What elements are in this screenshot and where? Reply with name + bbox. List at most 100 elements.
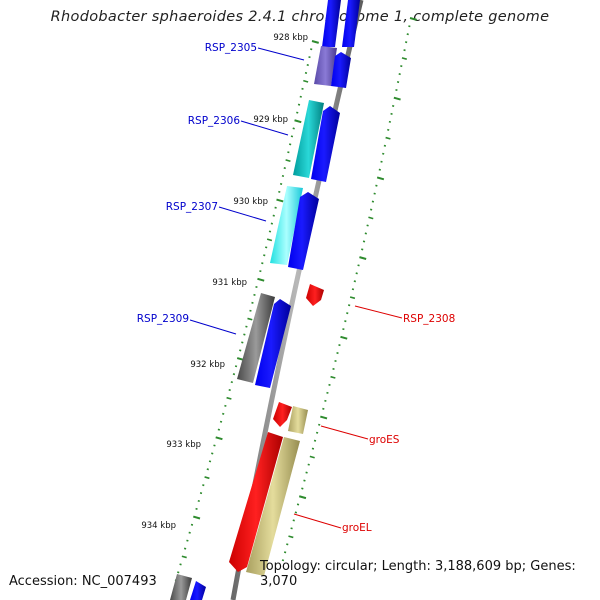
connector-rsp2306	[240, 120, 289, 136]
cds-arrow-groes[interactable]	[273, 402, 292, 427]
position-tick-left	[193, 515, 201, 520]
gene-labels: RSP_2305 RSP_2306 RSP_2307 RSP_2309 RSP_…	[137, 42, 456, 534]
cds-block-bottom-blue[interactable]	[190, 581, 206, 600]
position-tick-left	[303, 79, 309, 83]
position-tick-right	[371, 200, 375, 203]
position-tick-left	[186, 539, 189, 542]
position-tick-right	[342, 328, 345, 331]
position-tick-right	[296, 503, 300, 506]
position-tick-right	[283, 551, 287, 554]
position-tick-right	[382, 152, 385, 155]
position-tick-left	[278, 190, 281, 193]
position-tick-right	[298, 495, 307, 500]
position-tick-right	[330, 375, 336, 379]
position-tick-left	[247, 317, 253, 321]
gene-block-rsp2305[interactable]	[314, 46, 337, 86]
position-tick-left	[234, 365, 238, 368]
position-tick-left	[183, 547, 187, 550]
position-tick-right	[368, 216, 374, 220]
position-tick-left	[199, 492, 203, 495]
position-tick-left	[249, 309, 252, 312]
tick-label-928: 928 kbp	[273, 33, 308, 43]
position-tick-left	[268, 230, 272, 233]
gene-label-rsp2306[interactable]: RSP_2306	[188, 115, 241, 127]
position-tick-left	[251, 301, 254, 304]
position-tick-left	[197, 499, 200, 503]
position-tick-left	[232, 373, 236, 376]
cds-arrow-groel[interactable]	[229, 432, 283, 572]
gene-block-rsp2306[interactable]	[293, 100, 324, 178]
position-tick-left	[263, 254, 266, 257]
position-tick-right	[391, 104, 395, 107]
position-tick-right	[320, 415, 328, 420]
position-tick-right	[385, 136, 391, 140]
position-tick-right	[349, 296, 356, 300]
gene-label-groel[interactable]: groEL	[342, 522, 372, 534]
position-tick-right	[292, 519, 295, 522]
position-tick-left	[241, 341, 244, 344]
position-tick-left	[299, 95, 302, 98]
position-tick-left	[181, 555, 187, 559]
position-tick-right	[378, 168, 381, 171]
tick-label-934: 934 kbp	[141, 521, 176, 531]
tick-label-930: 930 kbp	[233, 197, 268, 207]
tick-label-933: 933 kbp	[166, 440, 201, 450]
position-ticks-left	[174, 40, 319, 582]
position-tick-right	[315, 431, 319, 434]
position-tick-right	[303, 479, 306, 482]
gene-block-groes[interactable]	[288, 406, 308, 434]
cds-arrow-rsp2306[interactable]	[311, 106, 340, 182]
position-tick-left	[294, 119, 302, 124]
position-tick-right	[318, 423, 321, 426]
position-tick-right	[334, 359, 337, 363]
gene-label-rsp2309[interactable]: RSP_2309	[137, 313, 189, 325]
position-tick-right	[366, 224, 369, 227]
position-tick-right	[336, 351, 339, 355]
position-ticks-right	[281, 17, 417, 562]
cds-arrow-rsp2305[interactable]	[331, 52, 351, 88]
gene-label-rsp2305[interactable]: RSP_2305	[205, 42, 257, 54]
position-tick-right	[311, 447, 315, 450]
cds-block-top-b[interactable]	[342, 0, 360, 47]
cds-arrow-rsp2309[interactable]	[255, 299, 291, 388]
position-tick-left	[215, 436, 223, 441]
position-tick-right	[393, 96, 401, 101]
position-tick-left	[188, 531, 191, 534]
position-tick-left	[308, 56, 311, 59]
cds-arrow-rsp2308[interactable]	[306, 284, 324, 306]
position-tick-right	[396, 80, 400, 84]
position-tick-left	[301, 87, 304, 90]
position-tick-right	[305, 471, 308, 474]
position-tick-right	[388, 120, 392, 123]
position-tick-right	[409, 17, 417, 21]
position-tick-left	[217, 428, 221, 431]
label-connectors	[189, 47, 403, 529]
position-tick-left	[270, 222, 274, 225]
position-tick-right	[359, 256, 367, 260]
gene-label-rsp2307[interactable]: RSP_2307	[166, 201, 218, 213]
gene-label-rsp2308[interactable]: RSP_2308	[403, 313, 455, 325]
gene-block-rsp2307[interactable]	[270, 186, 303, 265]
gene-block-groel[interactable]	[246, 437, 300, 576]
cds-block-bottom-gray[interactable]	[170, 574, 192, 600]
tick-label-931: 931 kbp	[212, 278, 247, 288]
position-tick-left	[243, 333, 246, 336]
position-tick-left	[226, 396, 232, 400]
position-tick-left	[311, 40, 319, 44]
gene-block-rsp2309[interactable]	[237, 293, 275, 383]
position-tick-left	[222, 412, 225, 415]
position-tick-right	[369, 208, 373, 211]
connector-groel	[293, 513, 342, 529]
position-tick-right	[324, 399, 327, 402]
position-tick-right	[301, 487, 304, 490]
position-tick-right	[322, 407, 325, 410]
position-tick-left	[259, 270, 262, 273]
gene-label-groes[interactable]: groES	[369, 434, 400, 446]
position-tick-right	[390, 112, 393, 115]
position-tick-right	[376, 176, 385, 181]
cds-arrow-rsp2307[interactable]	[288, 192, 319, 270]
cds-block-top-a[interactable]	[322, 0, 341, 47]
position-tick-left	[283, 167, 286, 170]
position-tick-left	[274, 206, 277, 209]
position-tick-left	[292, 127, 295, 130]
